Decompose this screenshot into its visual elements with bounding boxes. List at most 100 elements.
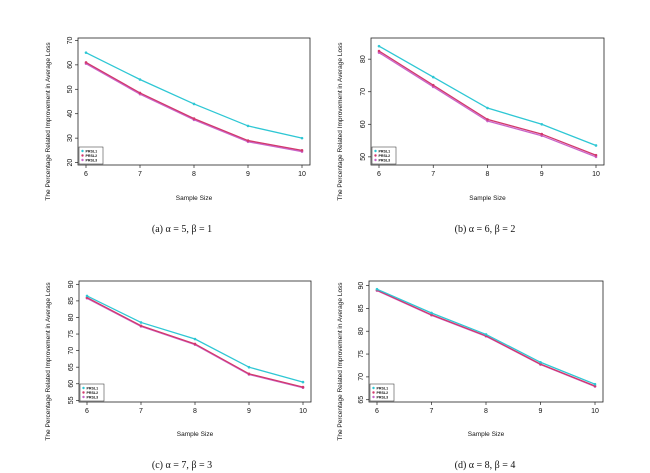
data-point-prsl2: [486, 118, 489, 121]
data-point-prsl1: [540, 122, 544, 126]
data-point-prsl2: [377, 49, 381, 53]
series-line-prsl1: [378, 45, 597, 147]
legend-label: PRSL1: [377, 386, 389, 390]
chart-panel-a: 6 7 8 9 10 20 30 40 50 60 70 Sample Size The Percent…: [45, 36, 311, 235]
legend-marker: [374, 149, 377, 153]
x-tick-label: 8: [192, 171, 196, 178]
x-axis-label: Sample Size: [177, 431, 214, 438]
data-point-prsl1: [431, 75, 435, 79]
chart-panel-d: 6 7 8 9 10 65 70 75 80 85 90 Sample Size The Percent…: [337, 280, 604, 471]
plot-frame: [78, 280, 312, 403]
data-point-prsl1: [139, 321, 143, 324]
legend-box: [78, 146, 104, 165]
legend-label: PRSL2: [377, 391, 389, 395]
y-axis-label: The Percentage Related Improvement in Av…: [337, 282, 344, 441]
data-point-prsl2: [540, 132, 544, 136]
data-point-prsl1: [593, 382, 597, 386]
x-tick-label: 8: [486, 171, 490, 178]
y-axis-label: The Percentage Related Improvement in Av…: [337, 42, 344, 201]
y-tick-label: 40: [67, 110, 74, 118]
y-tick-label: 90: [68, 280, 75, 288]
y-tick-label: 90: [358, 282, 365, 290]
data-point-prsl2: [430, 313, 433, 317]
series-line-prsl2: [378, 50, 597, 156]
chart-panel-c: 6 7 8 9 10 55 60 65 70 75 80 85 90 Sample Size The Per…: [45, 280, 312, 471]
legend-box: [369, 383, 395, 402]
y-tick-label: 85: [358, 304, 365, 312]
x-tick-label: 7: [139, 408, 143, 415]
legend-marker: [81, 154, 84, 157]
data-point-prsl1: [84, 51, 88, 54]
x-axis-label: Sample Size: [176, 195, 213, 202]
data-point-prsl1: [138, 78, 142, 81]
data-point-prsl1: [193, 337, 197, 341]
data-point-prsl1: [377, 44, 381, 48]
plot-frame: [368, 280, 604, 403]
y-tick-label: 60: [68, 380, 75, 388]
x-tick-label: 9: [246, 171, 250, 178]
data-point-prsl1: [486, 106, 489, 110]
legend-marker: [82, 386, 85, 390]
x-axis-label: Sample Size: [469, 195, 506, 202]
figure-caption: (a) α = 5, β = 1: [152, 224, 212, 235]
x-tick-label: 6: [85, 408, 89, 415]
data-point-prsl1: [594, 144, 598, 147]
y-tick-label: 65: [68, 363, 75, 371]
legend-label: PRSL2: [379, 154, 391, 158]
data-point-prsl1: [247, 365, 251, 369]
y-tick-label: 70: [67, 36, 74, 44]
legend-label: PRSL2: [86, 154, 98, 158]
data-point-prsl1: [539, 360, 542, 364]
x-axis-label: Sample Size: [468, 431, 505, 438]
figure-caption: (d) α = 8, β = 4: [455, 460, 516, 471]
legend-label: PRSL3: [377, 395, 389, 399]
y-axis-label: The Percentage Related Improvement in Av…: [45, 282, 52, 441]
series-line-prsl2: [85, 61, 303, 151]
x-tick-label: 6: [375, 408, 379, 415]
y-tick-label: 75: [358, 350, 365, 358]
data-point-prsl2: [84, 61, 88, 64]
y-tick-label: 65: [358, 396, 365, 404]
x-tick-label: 10: [299, 408, 307, 415]
legend-marker: [372, 391, 375, 394]
y-tick-label: 55: [68, 396, 75, 404]
data-point-prsl1: [246, 124, 250, 128]
data-point-prsl2: [246, 139, 250, 142]
legend-marker: [374, 154, 377, 157]
x-tick-label: 6: [84, 171, 88, 178]
legend-label: PRSL1: [379, 149, 391, 153]
legend-label: PRSL3: [379, 158, 391, 162]
y-tick-label: 60: [67, 61, 74, 69]
legend-marker: [81, 158, 84, 162]
y-tick-label: 80: [358, 327, 365, 335]
data-point-prsl1: [301, 380, 305, 384]
data-point-prsl2: [138, 91, 142, 95]
x-tick-label: 9: [247, 408, 251, 415]
figure-caption: (c) α = 7, β = 3: [152, 460, 212, 471]
y-tick-label: 20: [67, 159, 74, 167]
y-tick-label: 30: [67, 134, 74, 142]
y-tick-label: 85: [68, 297, 75, 305]
x-tick-label: 8: [484, 408, 488, 415]
y-tick-label: 70: [360, 88, 367, 96]
legend-label: PRSL3: [86, 158, 98, 162]
data-point-prsl2: [431, 83, 435, 87]
chart-panel-b: 6 7 8 9 10 50 60 70 80 Sample Size The Percentage …: [337, 37, 605, 235]
legend-marker: [81, 149, 84, 153]
series-line-prsl3: [378, 52, 597, 158]
x-tick-label: 10: [592, 171, 600, 178]
data-point-prsl1: [375, 287, 379, 291]
data-point-prsl1: [192, 102, 196, 106]
data-point-prsl2: [300, 149, 304, 152]
y-tick-label: 75: [68, 330, 75, 338]
legend-marker: [82, 391, 85, 394]
x-tick-label: 8: [193, 408, 197, 415]
data-point-prsl1: [484, 333, 488, 336]
y-tick-label: 70: [68, 347, 75, 355]
series-line-prsl3: [85, 63, 303, 153]
x-tick-label: 10: [591, 408, 599, 415]
data-point-prsl1: [300, 136, 304, 140]
legend-marker: [374, 158, 377, 162]
x-tick-label: 7: [430, 408, 434, 415]
